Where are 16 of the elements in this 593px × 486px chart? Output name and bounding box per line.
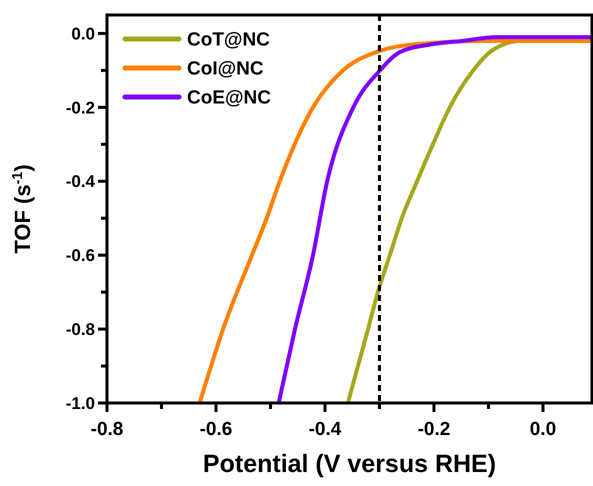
x-tick-label: -0.2: [418, 419, 450, 440]
line-series: [276, 35, 592, 403]
y-tick-label: 0.0: [71, 24, 95, 44]
x-tick-label: -0.8: [90, 419, 124, 440]
legend-label: CoT@NC: [187, 30, 270, 51]
x-tick-label: -0.6: [200, 419, 232, 440]
y-tick-label: -0.4: [66, 172, 96, 192]
legend-label: CoE@NC: [187, 88, 272, 109]
y-tick-label: -1.0: [66, 394, 95, 413]
x-axis-title: Potential (V versus RHE): [202, 450, 496, 478]
legend-label: CoI@NC: [187, 58, 264, 80]
x-tick-label: -0.4: [308, 419, 342, 440]
y-tick-label: -0.2: [66, 98, 95, 118]
y-tick-label: -0.6: [66, 246, 95, 266]
y-tick-label: -0.8: [66, 320, 95, 340]
x-tick-label: 0.0: [530, 419, 556, 440]
